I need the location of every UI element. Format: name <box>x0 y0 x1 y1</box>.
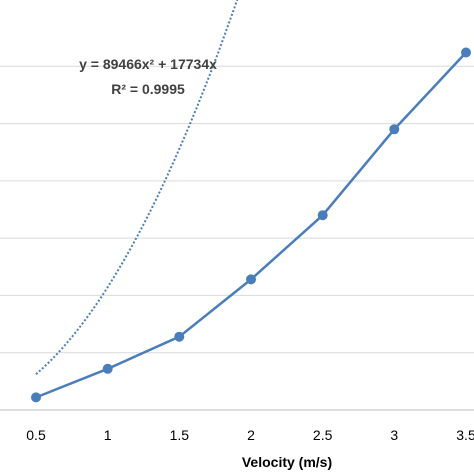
y-gridlines <box>0 65 474 411</box>
data-series-group <box>31 47 471 403</box>
x-axis-label: Velocity (m/s) <box>242 454 332 470</box>
x-tick-label: 0.5 <box>26 427 46 443</box>
data-point <box>31 392 41 403</box>
x-tick-labels: 0.5 1 1.5 2 2.5 3 3.5 <box>26 427 474 443</box>
data-point <box>317 210 328 221</box>
r-squared-label: R² = 0.9995 <box>111 81 185 97</box>
x-tick-label: 2.5 <box>313 427 333 443</box>
data-point <box>461 47 471 58</box>
x-tick-label: 3.5 <box>456 427 474 443</box>
data-point <box>246 274 256 285</box>
x-tick-label: 1 <box>104 427 112 443</box>
x-tick-label: 2 <box>247 427 255 443</box>
x-tick-label: 3 <box>390 427 398 443</box>
data-point <box>102 363 113 374</box>
data-point <box>174 331 185 342</box>
trendline-equation: y = 89466x² + 17734x <box>79 56 217 72</box>
x-tick-label: 1.5 <box>170 427 190 443</box>
series-line <box>35 51 467 399</box>
data-point <box>389 124 400 135</box>
